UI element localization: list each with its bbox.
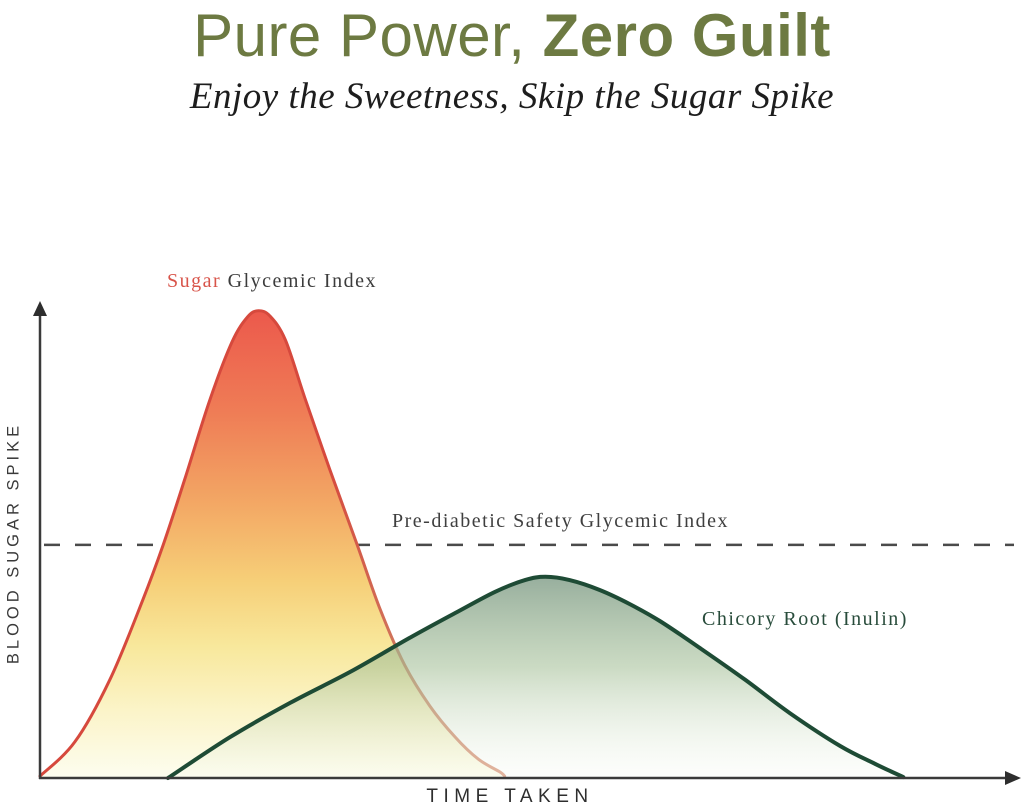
y-axis-arrowhead-icon [33,301,47,316]
chicory-series-label: Chicory Root (Inulin) [702,608,908,630]
x-axis-title: TIME TAKEN [426,786,594,807]
y-axis-title: BLOOD SUGAR SPIKE [4,421,23,665]
page-subtitle: Enjoy the Sweetness, Skip the Sugar Spik… [189,76,835,117]
threshold-label: Pre-diabetic Safety Glycemic Index [392,510,729,532]
sugar-series-label: Sugar Glycemic Index [167,270,377,293]
chicory-curve-fill [168,576,904,778]
sugar-series-label-rest: Glycemic Index [221,270,377,292]
x-axis-arrowhead-icon [1005,771,1021,785]
sugar-series-label-accent: Sugar [167,270,222,292]
page-title: Pure Power, Zero Guilt [0,4,1024,67]
header: Pure Power, Zero Guilt Enjoy the Sweetne… [0,0,1024,118]
page-title-light: Pure Power, [193,2,543,69]
page-title-bold: Zero Guilt [542,2,831,69]
chicory-curve [166,574,906,780]
